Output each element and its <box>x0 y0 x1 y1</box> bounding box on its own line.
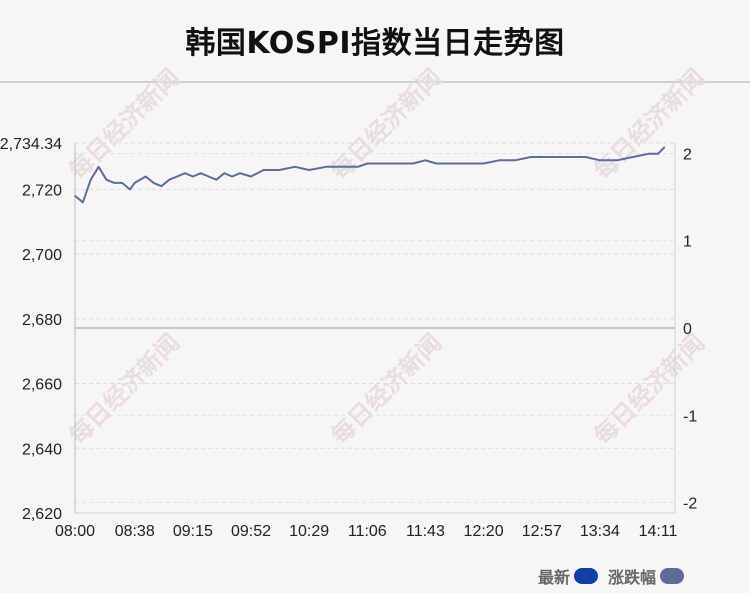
data-point <box>529 156 532 158</box>
chart-title: 韩国KOSPI指数当日走势图 <box>185 26 565 61</box>
data-point <box>424 159 427 162</box>
x-tick-label: 09:15 <box>173 523 213 540</box>
data-point <box>278 169 281 171</box>
y-right-tick-label: -2 <box>683 496 697 513</box>
y-left-tick-label: 2,700 <box>22 247 62 264</box>
data-point <box>129 188 131 191</box>
data-point <box>569 156 571 158</box>
y-right-tick-label: 2 <box>683 146 692 163</box>
data-point <box>380 162 383 165</box>
data-point <box>176 175 178 178</box>
y-left-tick-label: 2,640 <box>22 441 62 458</box>
data-point <box>514 159 516 162</box>
y-right-tick-label: -1 <box>683 408 697 425</box>
data-point <box>160 185 163 187</box>
legend-item-change: 涨跌幅 <box>608 564 684 588</box>
data-point <box>97 165 100 168</box>
y-left-tick-label: 2,734.34 <box>0 136 62 153</box>
data-point <box>239 172 241 175</box>
data-point <box>231 175 233 178</box>
x-tick-label: 12:20 <box>464 523 504 540</box>
data-point <box>262 169 265 171</box>
y-left-tick-label: 2,680 <box>22 312 62 329</box>
series-lines <box>74 146 666 204</box>
data-point <box>467 162 469 165</box>
data-point <box>207 175 210 178</box>
data-point <box>184 172 186 175</box>
watermark-text: 每日经济新闻 <box>588 328 710 450</box>
data-point <box>553 156 556 158</box>
data-point <box>498 159 501 162</box>
y-right-tick-label: 1 <box>683 234 692 251</box>
y-left-tick-label: 2,620 <box>22 506 62 523</box>
data-point <box>325 165 328 168</box>
data-point <box>435 162 438 165</box>
data-point <box>663 146 666 149</box>
data-point <box>168 178 171 181</box>
legend-swatch-change <box>660 568 684 584</box>
data-point <box>133 182 136 184</box>
data-point <box>89 178 92 181</box>
grid-lines <box>75 142 675 514</box>
x-tick-label: 11:43 <box>406 523 445 540</box>
watermark-text: 每日经济新闻 <box>588 63 710 185</box>
series-line-latest <box>74 146 666 204</box>
data-point <box>223 172 226 175</box>
data-point <box>105 178 108 181</box>
x-tick-label: 11:06 <box>348 523 387 540</box>
x-tick-label: 10:29 <box>289 523 329 540</box>
y-left-tick-label: 2,660 <box>22 377 62 394</box>
data-point <box>74 195 76 197</box>
x-tick-label: 13:34 <box>580 523 620 540</box>
data-point <box>144 175 147 178</box>
watermark-text: 每日经济新闻 <box>63 63 185 185</box>
data-point <box>657 153 659 155</box>
data-point <box>152 182 155 184</box>
data-point <box>632 156 634 158</box>
data-point <box>412 162 414 165</box>
data-point <box>192 175 194 178</box>
y-left-tick-label: 2,720 <box>22 182 62 199</box>
axes <box>74 143 676 514</box>
data-point <box>294 165 296 168</box>
x-tick-label: 08:00 <box>55 523 95 540</box>
legend-label-change: 涨跌幅 <box>607 568 656 587</box>
legend-label-latest: 最新 <box>537 568 570 587</box>
data-point <box>366 162 369 165</box>
legend: 最新 涨跌幅 <box>538 564 684 588</box>
legend-item-latest: 最新 <box>538 564 598 588</box>
y-right-tick-label: 0 <box>683 321 692 338</box>
data-point <box>357 165 359 168</box>
x-tick-label: 08:38 <box>115 523 155 540</box>
data-point <box>451 162 453 165</box>
data-point <box>540 156 543 158</box>
data-point <box>616 159 618 162</box>
data-point <box>121 182 123 184</box>
data-point <box>341 165 343 168</box>
data-point <box>584 156 587 158</box>
title-divider <box>0 81 750 83</box>
data-point <box>215 178 218 181</box>
data-point <box>113 182 116 184</box>
data-point <box>647 153 650 155</box>
data-point <box>308 169 310 171</box>
data-point <box>199 172 202 175</box>
tick-labels: 2,734.34 2,720 2,700 2,680 2,660 2,640 2,620 2 1… <box>0 136 697 540</box>
x-tick-label: 14:11 <box>639 523 678 540</box>
x-tick-label: 09:52 <box>231 523 271 540</box>
data-point <box>250 175 252 178</box>
data-point <box>82 201 84 204</box>
x-tick-label: 12:57 <box>522 523 562 540</box>
data-point <box>599 159 601 162</box>
watermark-text: 每日经济新闻 <box>63 328 185 450</box>
watermark-text: 每日经济新闻 <box>325 328 447 450</box>
data-point <box>396 162 398 165</box>
data-point <box>482 162 485 165</box>
legend-swatch-latest <box>573 568 598 584</box>
